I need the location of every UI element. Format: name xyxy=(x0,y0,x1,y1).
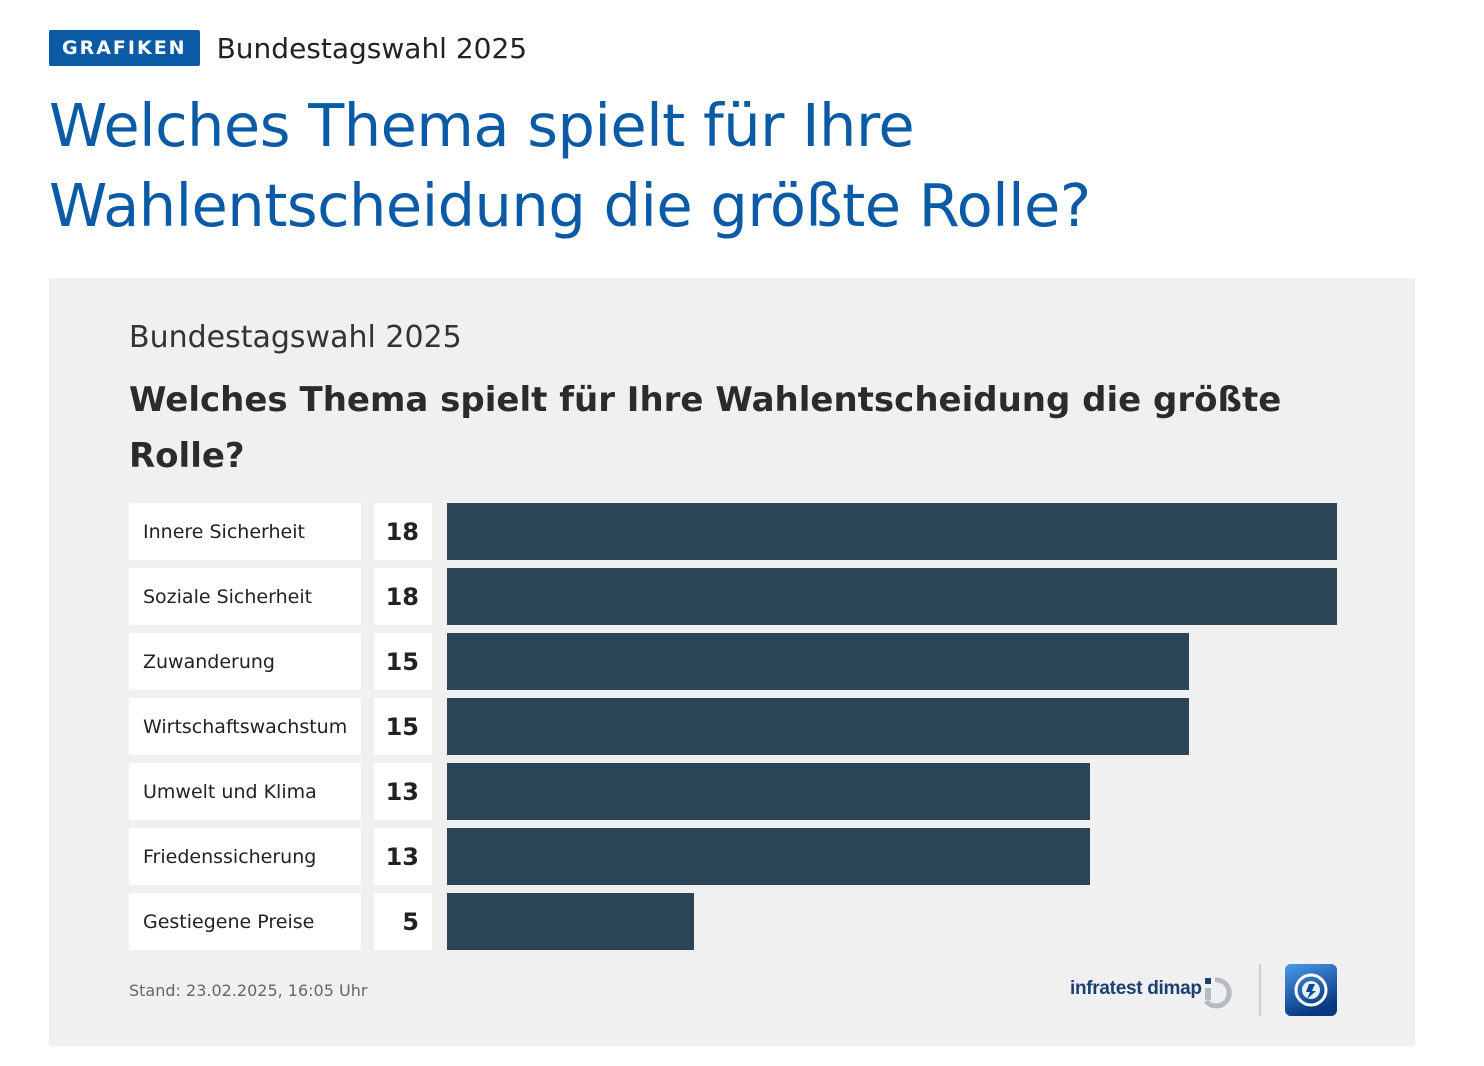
bar xyxy=(447,698,1189,755)
data-label: 18 xyxy=(374,503,432,560)
chart-panel: Bundestagswahl 2025 Welches Thema spielt… xyxy=(49,278,1415,1046)
data-label: 13 xyxy=(374,763,432,820)
timestamp: Stand: 23.02.2025, 16:05 Uhr xyxy=(129,981,368,1000)
data-label: 15 xyxy=(374,633,432,690)
category-label: Wirtschaftswachstum xyxy=(129,698,361,755)
data-label: 15 xyxy=(374,698,432,755)
bar-row: Friedenssicherung 13 xyxy=(129,828,1339,885)
data-label: 5 xyxy=(374,893,432,950)
category-label: Zuwanderung xyxy=(129,633,361,690)
category-tag[interactable]: GRAFIKEN xyxy=(49,30,200,66)
bar-row: Innere Sicherheit 18 xyxy=(129,503,1339,560)
page-title: Welches Thema spielt für Ihre Wahlentsch… xyxy=(49,91,1091,240)
data-label: 18 xyxy=(374,568,432,625)
category-label: Friedenssicherung xyxy=(129,828,361,885)
data-label: 13 xyxy=(374,828,432,885)
bar xyxy=(447,633,1189,690)
bar xyxy=(447,503,1337,560)
bar xyxy=(447,568,1337,625)
logo-divider xyxy=(1259,964,1261,1016)
infratest-dimap-icon xyxy=(1204,977,1232,1009)
chart-title: Welches Thema spielt für Ihre Wahlentsch… xyxy=(129,380,1282,476)
bar-row: Umwelt und Klima 13 xyxy=(129,763,1339,820)
chart-subtitle: Bundestagswahl 2025 xyxy=(129,320,462,355)
bar xyxy=(447,763,1090,820)
bar-row: Wirtschaftswachstum 15 xyxy=(129,698,1339,755)
bar-row: Zuwanderung 15 xyxy=(129,633,1339,690)
kicker: Bundestagswahl 2025 xyxy=(216,31,528,65)
bar-row: Soziale Sicherheit 18 xyxy=(129,568,1339,625)
bar-row: Gestiegene Preise 5 xyxy=(129,893,1339,950)
infratest-dimap-logo: infratest dimap xyxy=(1070,978,1202,999)
category-label: Gestiegene Preise xyxy=(129,893,361,950)
category-label: Innere Sicherheit xyxy=(129,503,361,560)
bar xyxy=(447,828,1090,885)
topline: GRAFIKEN Bundestagswahl 2025 xyxy=(49,30,527,66)
category-label: Umwelt und Klima xyxy=(129,763,361,820)
tagesschau-icon xyxy=(1285,964,1337,1016)
bar xyxy=(447,893,694,950)
category-label: Soziale Sicherheit xyxy=(129,568,361,625)
